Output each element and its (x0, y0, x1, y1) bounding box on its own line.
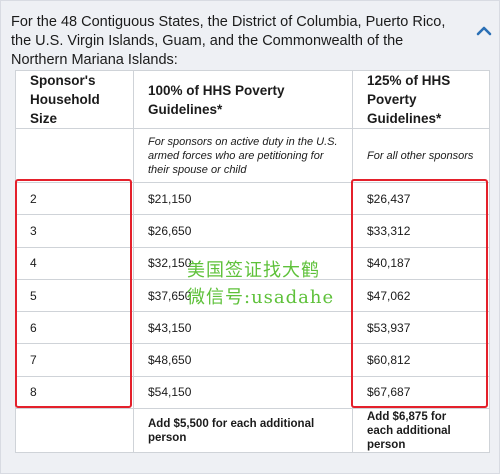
household-size-cell: 4 (15, 246, 134, 280)
guideline-125-cell: $33,312 (352, 214, 490, 248)
column-header-household-size: Sponsor's Household Size (15, 70, 134, 129)
guideline-100-cell: $43,150 (133, 311, 353, 345)
guideline-125-cell: $60,812 (352, 343, 490, 377)
watermark-line-1: 美国签证找大鹤 (187, 260, 320, 281)
accordion-header-text[interactable]: For the 48 Contiguous States, the Distri… (11, 14, 446, 68)
household-size-cell: 5 (15, 278, 134, 313)
column-header-125-percent: 125% of HHS Poverty Guidelines* (352, 70, 490, 129)
household-size-cell: 3 (15, 214, 134, 248)
note-row: For sponsors on active duty in the U.S. … (15, 128, 490, 183)
chevron-up-icon[interactable] (476, 23, 492, 39)
household-size-cell: 7 (15, 343, 134, 377)
guideline-100-cell: $48,650 (133, 343, 353, 377)
guideline-100-cell: $21,150 (133, 181, 353, 216)
additional-person-cell: Add $6,875 for each additional person (352, 408, 490, 454)
column-header-100-percent: 100% of HHS Poverty Guidelines* (133, 70, 353, 129)
household-size-cell: 6 (15, 311, 134, 345)
household-size-cell: 8 (15, 375, 134, 410)
guideline-100-cell: $54,150 (133, 375, 353, 410)
note-cell (15, 128, 134, 183)
table-row: 6 $43,150 $53,937 (15, 311, 490, 345)
note-cell: For all other sponsors (352, 128, 490, 183)
guideline-100-cell: $26,650 (133, 214, 353, 248)
table-row: 7 $48,650 $60,812 (15, 343, 490, 377)
additional-person-cell (15, 408, 134, 454)
poverty-guidelines-table: Sponsor's Household Size 100% of HHS Pov… (15, 70, 490, 454)
guideline-125-cell: $26,437 (352, 181, 490, 216)
guideline-125-cell: $67,687 (352, 375, 490, 410)
note-cell: For sponsors on active duty in the U.S. … (133, 128, 353, 183)
header-row: Sponsor's Household Size 100% of HHS Pov… (15, 70, 490, 129)
guideline-125-cell: $40,187 (352, 246, 490, 280)
table-row: 8 $54,150 $67,687 (15, 375, 490, 410)
household-size-cell: 2 (15, 181, 134, 216)
additional-person-row: Add $5,500 for each additional person Ad… (15, 408, 490, 454)
table-row: 3 $26,650 $33,312 (15, 214, 490, 248)
guideline-125-cell: $47,062 (352, 278, 490, 313)
table-row: 2 $21,150 $26,437 (15, 181, 490, 216)
guideline-125-cell: $53,937 (352, 311, 490, 345)
watermark-line-2: 微信号:usadahe (187, 287, 335, 308)
additional-person-cell: Add $5,500 for each additional person (133, 408, 353, 454)
